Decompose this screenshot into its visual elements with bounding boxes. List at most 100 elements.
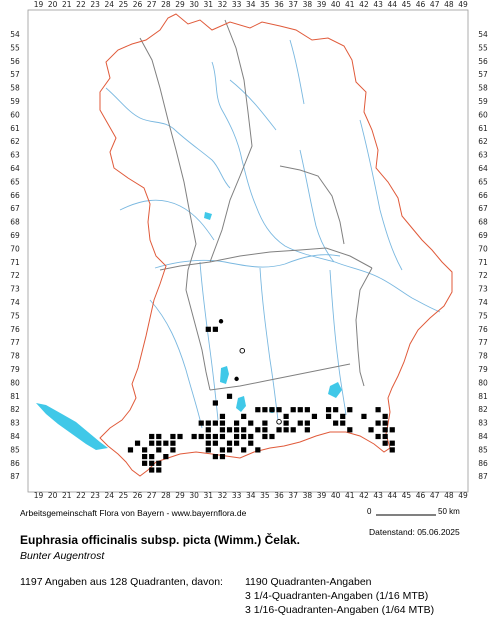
record-square xyxy=(290,427,296,433)
record-square xyxy=(333,420,339,426)
record-square xyxy=(156,440,162,446)
record-square xyxy=(149,433,155,440)
record-square xyxy=(389,440,395,446)
y-tick-right: 60 xyxy=(478,110,488,119)
record-square xyxy=(205,427,211,433)
x-tick-bottom: 29 xyxy=(175,491,185,500)
y-axis-left: 54 55 56 57 58 59 60 61 62 63 64 65 66 67 68 69 70 71 72 73… xyxy=(10,30,20,481)
y-tick-left: 73 xyxy=(10,285,20,294)
x-tick-top: 19 xyxy=(34,0,44,9)
x-tick-top: 22 xyxy=(76,0,86,9)
record-square xyxy=(149,467,155,473)
species-title: Euphrasia officinalis subsp. picta (Wimm… xyxy=(20,533,300,547)
x-tick-bottom: 32 xyxy=(218,491,228,500)
record-square xyxy=(219,420,226,426)
river-danube-west xyxy=(154,254,341,269)
y-tick-right: 86 xyxy=(478,459,488,468)
y-tick-right: 65 xyxy=(478,177,488,186)
record-square xyxy=(283,420,289,426)
y-tick-left: 70 xyxy=(10,244,20,253)
record-square xyxy=(382,427,388,433)
record-square xyxy=(205,440,211,446)
record-square xyxy=(163,440,169,446)
x-tick-bottom: 34 xyxy=(246,491,256,500)
record-square xyxy=(212,454,218,460)
record-square xyxy=(219,413,226,419)
record-square xyxy=(156,447,162,453)
record-square xyxy=(177,433,183,440)
record-square xyxy=(333,407,339,413)
record-square xyxy=(297,407,303,413)
x-tick-bottom: 33 xyxy=(232,491,242,500)
summary-line-2: 3 1/4-Quadranten-Angaben (1/16 MTB) xyxy=(245,590,429,602)
y-tick-left: 71 xyxy=(10,258,20,267)
x-tick-bottom: 38 xyxy=(303,491,313,500)
record-square xyxy=(368,427,374,433)
x-tick-top: 40 xyxy=(331,0,341,9)
y-tick-left: 57 xyxy=(10,70,20,79)
border-east xyxy=(355,267,373,387)
x-axis-bottom: 19 20 21 22 23 24 25 26 27 28 29 30 31 32 33 34 35 36 37 38… xyxy=(34,491,468,500)
x-tick-top: 24 xyxy=(104,0,114,9)
x-tick-bottom: 36 xyxy=(274,491,284,500)
record-square xyxy=(241,427,247,433)
record-square xyxy=(382,420,388,426)
record-square xyxy=(262,427,268,433)
y-tick-right: 59 xyxy=(478,97,488,106)
x-tick-bottom: 27 xyxy=(147,491,157,500)
x-tick-top: 35 xyxy=(260,0,270,9)
record-square xyxy=(347,427,353,433)
record-square xyxy=(149,440,155,446)
x-tick-bottom: 45 xyxy=(402,491,412,500)
record-square xyxy=(170,440,176,446)
record-open-circle xyxy=(276,419,282,425)
x-tick-top: 25 xyxy=(119,0,129,9)
summary-line-3: 3 1/16-Quadranten-Angaben (1/64 MTB) xyxy=(245,604,435,616)
x-tick-bottom: 49 xyxy=(458,491,468,500)
y-tick-right: 81 xyxy=(478,392,488,401)
summary-total: 1197 Angaben aus 128 Quadranten, davon: xyxy=(20,576,223,588)
record-dot xyxy=(218,319,224,324)
y-tick-left: 64 xyxy=(10,164,20,173)
record-square xyxy=(212,440,218,446)
y-tick-left: 68 xyxy=(10,218,20,227)
y-tick-left: 86 xyxy=(10,459,20,468)
record-square xyxy=(142,447,148,453)
x-tick-top: 28 xyxy=(161,0,171,9)
y-tick-right: 82 xyxy=(478,405,488,414)
x-tick-bottom: 47 xyxy=(430,491,440,500)
record-square xyxy=(304,427,310,433)
x-tick-bottom: 37 xyxy=(288,491,298,500)
y-tick-right: 80 xyxy=(478,378,488,387)
record-square xyxy=(219,454,226,460)
x-tick-top: 27 xyxy=(147,0,157,9)
border-middle xyxy=(159,247,373,271)
x-tick-top: 30 xyxy=(189,0,199,9)
record-square xyxy=(198,420,204,426)
x-tick-top: 32 xyxy=(218,0,228,9)
record-square xyxy=(219,427,226,433)
x-tick-bottom: 43 xyxy=(373,491,383,500)
record-square xyxy=(212,433,218,440)
y-tick-left: 58 xyxy=(10,84,20,93)
record-square xyxy=(149,460,155,466)
record-square xyxy=(361,413,367,419)
x-tick-top: 34 xyxy=(246,0,256,9)
record-square xyxy=(234,433,240,440)
record-square xyxy=(276,427,282,433)
x-tick-top: 26 xyxy=(133,0,143,9)
record-square xyxy=(255,427,261,433)
record-square xyxy=(283,413,289,419)
x-tick-top: 41 xyxy=(345,0,355,9)
record-square xyxy=(325,413,332,419)
y-tick-left: 87 xyxy=(10,472,20,481)
y-tick-left: 85 xyxy=(10,445,20,454)
y-tick-left: 54 xyxy=(10,30,20,39)
record-square xyxy=(340,420,346,426)
lakes xyxy=(36,212,342,450)
y-tick-left: 61 xyxy=(10,124,20,133)
y-tick-left: 80 xyxy=(10,378,20,387)
record-square xyxy=(255,447,261,453)
record-square xyxy=(156,467,162,473)
record-square xyxy=(234,427,240,433)
